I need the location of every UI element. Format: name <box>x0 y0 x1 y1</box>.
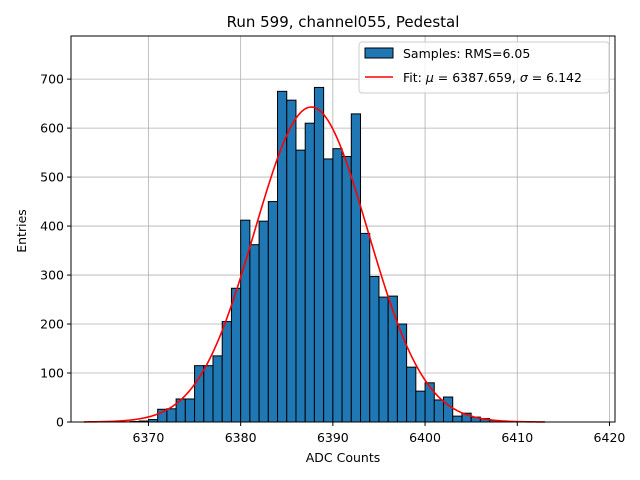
histogram-bar <box>249 244 260 423</box>
histogram-bar <box>360 232 371 423</box>
x-tick-label: 6410 <box>501 430 533 445</box>
legend-label-fit: Fit: μ = 6387.659, σ = 6.142 <box>403 70 582 85</box>
histogram-bar <box>194 365 205 423</box>
y-tick-label: 0 <box>56 415 64 430</box>
histogram-bar <box>369 276 380 423</box>
histogram-bar <box>387 295 398 423</box>
legend-fit-part: = 6387.659, <box>434 70 520 85</box>
histogram-bar <box>396 323 408 423</box>
histogram-bar <box>378 296 389 423</box>
histogram-bar <box>313 86 325 423</box>
y-tick-label: 500 <box>40 170 64 185</box>
x-tick-label: 6390 <box>317 430 349 445</box>
histogram-bar <box>230 287 242 423</box>
x-axis-ticks: 6370 6380 6390 6400 6410 6420 <box>133 422 626 445</box>
histogram-bar <box>166 408 177 423</box>
histogram-bar <box>415 390 426 423</box>
histogram-bar <box>350 113 362 423</box>
legend-box <box>358 41 610 94</box>
histogram-bar <box>286 99 297 423</box>
chart-title: Run 599, channel055, Pedestal <box>227 13 460 31</box>
x-tick-label: 6380 <box>225 430 257 445</box>
y-axis-label: Entries <box>14 209 29 253</box>
y-tick-label: 200 <box>40 317 64 332</box>
histogram-bar <box>452 415 463 423</box>
histogram-bar <box>221 321 232 423</box>
legend-fit-part: = 6.142 <box>528 70 582 85</box>
histogram-bar <box>304 122 315 423</box>
y-tick-label: 600 <box>40 121 64 136</box>
legend-fit-mu-symbol: μ <box>425 70 434 85</box>
y-tick-label: 300 <box>40 268 64 283</box>
y-tick-label: 700 <box>40 72 64 87</box>
legend-label-samples: Samples: RMS=6.05 <box>403 46 530 61</box>
histogram-bar <box>295 149 306 423</box>
histogram-bar <box>212 355 223 423</box>
histogram-bar <box>323 158 334 423</box>
plot-frame <box>70 35 616 423</box>
legend: Samples: RMS=6.05 Fit: μ = 6387.659, σ =… <box>358 41 610 94</box>
histogram-bar <box>443 396 454 423</box>
legend-swatch-samples <box>364 47 394 59</box>
histogram-bar <box>203 365 214 423</box>
y-tick-label: 400 <box>40 219 64 234</box>
histogram-bar <box>277 90 288 423</box>
histogram-bars <box>129 86 509 423</box>
legend-fit-part: Fit: <box>403 70 426 85</box>
gaussian-fit-line <box>83 106 545 423</box>
histogram-bar <box>406 366 417 423</box>
histogram-bar <box>424 382 435 423</box>
x-tick-label: 6420 <box>594 430 626 445</box>
y-tick-label: 100 <box>40 366 64 381</box>
histogram-bar <box>341 156 352 423</box>
legend-fit-sigma-symbol: σ <box>520 70 529 85</box>
x-axis-label: ADC Counts <box>306 450 381 465</box>
histogram-bar <box>184 398 196 423</box>
y-axis-ticks: 0 100 200 300 400 500 600 700 <box>40 72 71 430</box>
histogram-bar <box>267 201 279 423</box>
histogram-bar <box>332 148 343 423</box>
x-tick-label: 6370 <box>133 430 165 445</box>
histogram-bar <box>433 399 445 423</box>
x-tick-label: 6400 <box>409 430 441 445</box>
histogram-bar <box>258 220 269 423</box>
